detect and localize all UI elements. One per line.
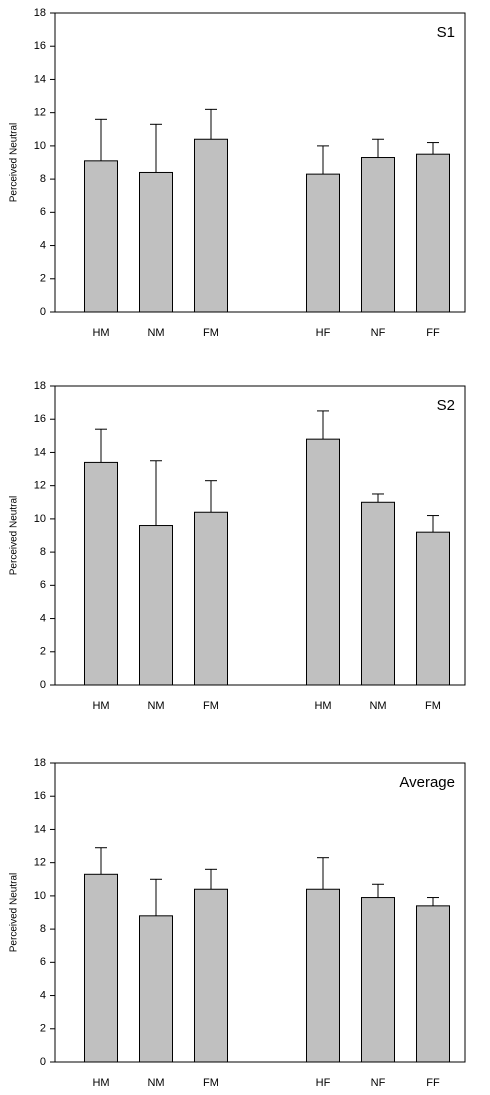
bar	[139, 525, 173, 686]
y-tick-label: 2	[40, 1023, 46, 1035]
y-tick-label: 6	[40, 206, 46, 218]
bar	[194, 138, 228, 313]
y-tick-label: 10	[34, 513, 46, 525]
y-tick-label: 6	[40, 956, 46, 968]
y-tick-label: 4	[40, 612, 46, 624]
x-tick-label: HM	[92, 1077, 109, 1089]
bar	[306, 888, 340, 1063]
x-tick-label: FM	[203, 327, 219, 339]
plot-frame	[54, 762, 466, 1063]
y-tick-label: 14	[34, 823, 46, 835]
x-tick-label: NF	[371, 327, 386, 339]
y-tick-label: 14	[34, 73, 46, 85]
x-tick-label: NF	[371, 1077, 386, 1089]
y-tick-label: 2	[40, 273, 46, 285]
x-tick-label: HF	[316, 1077, 331, 1089]
panel-title: Average	[399, 774, 455, 791]
bar	[361, 501, 395, 686]
y-tick-label: 14	[34, 446, 46, 458]
y-tick-label: 8	[40, 546, 46, 558]
x-tick-label: HF	[316, 327, 331, 339]
y-tick-label: 18	[34, 757, 46, 769]
x-tick-label: FM	[425, 700, 441, 712]
y-axis-label: Perceived Neutral	[9, 873, 20, 952]
y-tick-label: 16	[34, 40, 46, 52]
bar	[416, 531, 450, 686]
y-tick-label: 8	[40, 173, 46, 185]
y-tick-label: 6	[40, 579, 46, 591]
y-tick-label: 10	[34, 140, 46, 152]
bar	[139, 915, 173, 1063]
y-tick-label: 2	[40, 646, 46, 658]
y-tick-label: 18	[34, 380, 46, 392]
bar	[306, 438, 340, 686]
panel-title: S2	[437, 397, 455, 414]
x-tick-label: FF	[426, 327, 440, 339]
x-tick-label: NM	[147, 1077, 164, 1089]
y-tick-label: 4	[40, 239, 46, 251]
plot-frame	[54, 12, 466, 313]
bar	[194, 888, 228, 1063]
panel-title: S1	[437, 24, 455, 41]
bar	[84, 160, 118, 313]
y-tick-label: 16	[34, 413, 46, 425]
bar	[139, 171, 173, 313]
plot-frame	[54, 385, 466, 686]
x-tick-label: FM	[203, 700, 219, 712]
x-tick-label: HM	[92, 327, 109, 339]
y-axis-label: Perceived Neutral	[9, 496, 20, 575]
x-tick-label: NM	[147, 327, 164, 339]
bar	[361, 897, 395, 1063]
y-tick-label: 12	[34, 480, 46, 492]
bar	[194, 511, 228, 686]
x-tick-label: HM	[92, 700, 109, 712]
y-axis-label: Perceived Neutral	[9, 123, 20, 202]
x-tick-label: NM	[147, 700, 164, 712]
y-tick-label: 10	[34, 890, 46, 902]
bar	[361, 157, 395, 313]
x-tick-label: FM	[203, 1077, 219, 1089]
y-tick-label: 12	[34, 107, 46, 119]
y-tick-label: 8	[40, 923, 46, 935]
y-tick-label: 12	[34, 857, 46, 869]
y-tick-label: 0	[40, 679, 46, 691]
bar	[416, 153, 450, 313]
x-tick-label: FF	[426, 1077, 440, 1089]
bar	[416, 905, 450, 1063]
y-tick-label: 0	[40, 1056, 46, 1068]
y-tick-label: 4	[40, 989, 46, 1001]
bar	[306, 173, 340, 313]
x-tick-label: HM	[314, 700, 331, 712]
y-tick-label: 18	[34, 7, 46, 19]
y-tick-label: 16	[34, 790, 46, 802]
bar	[84, 873, 118, 1063]
y-tick-label: 0	[40, 306, 46, 318]
bar	[84, 461, 118, 686]
x-tick-label: NM	[369, 700, 386, 712]
